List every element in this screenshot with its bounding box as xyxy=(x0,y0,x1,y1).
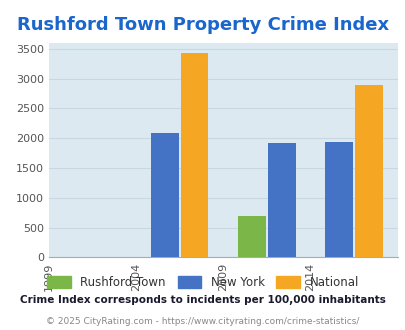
Text: © 2025 CityRating.com - https://www.cityrating.com/crime-statistics/: © 2025 CityRating.com - https://www.city… xyxy=(46,317,359,326)
Text: Crime Index corresponds to incidents per 100,000 inhabitants: Crime Index corresponds to incidents per… xyxy=(20,295,385,305)
Text: Rushford Town Property Crime Index: Rushford Town Property Crime Index xyxy=(17,16,388,35)
Bar xyxy=(180,53,208,257)
Bar xyxy=(354,84,382,257)
Bar xyxy=(325,143,352,257)
Bar xyxy=(238,216,265,257)
Bar xyxy=(267,143,295,257)
Bar xyxy=(151,133,178,257)
Legend: Rushford Town, New York, National: Rushford Town, New York, National xyxy=(41,270,364,295)
